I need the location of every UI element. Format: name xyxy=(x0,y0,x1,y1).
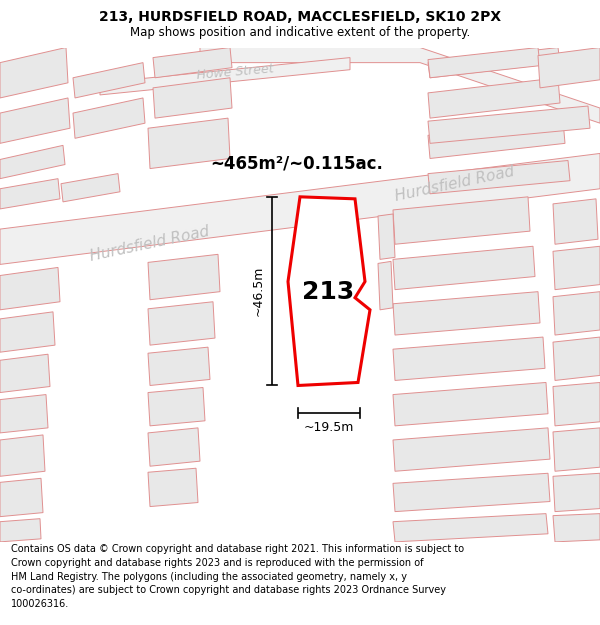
Text: Hurdsfield Road: Hurdsfield Road xyxy=(394,164,516,204)
Polygon shape xyxy=(0,179,60,209)
Polygon shape xyxy=(553,382,600,426)
Polygon shape xyxy=(148,468,198,506)
Polygon shape xyxy=(553,428,600,471)
Polygon shape xyxy=(0,146,65,179)
Text: ~46.5m: ~46.5m xyxy=(252,266,265,316)
Polygon shape xyxy=(393,246,535,289)
Text: 213: 213 xyxy=(302,279,354,304)
Polygon shape xyxy=(0,519,41,542)
Polygon shape xyxy=(393,292,540,335)
Text: Howe Street: Howe Street xyxy=(196,62,274,81)
Polygon shape xyxy=(428,48,540,78)
Polygon shape xyxy=(200,48,600,123)
Polygon shape xyxy=(393,473,550,512)
Polygon shape xyxy=(553,514,600,542)
Text: ~465m²/~0.115ac.: ~465m²/~0.115ac. xyxy=(210,154,383,173)
Polygon shape xyxy=(61,174,120,202)
Text: ~19.5m: ~19.5m xyxy=(304,421,354,434)
Polygon shape xyxy=(0,394,48,433)
Polygon shape xyxy=(288,197,370,386)
Polygon shape xyxy=(153,78,232,118)
Polygon shape xyxy=(0,478,43,517)
Polygon shape xyxy=(428,120,565,159)
Text: Hurdsfield Road: Hurdsfield Road xyxy=(89,224,211,264)
Polygon shape xyxy=(153,48,232,78)
Polygon shape xyxy=(0,312,55,352)
Polygon shape xyxy=(553,473,600,512)
Polygon shape xyxy=(393,337,545,381)
Polygon shape xyxy=(148,118,230,169)
Polygon shape xyxy=(378,214,395,259)
Polygon shape xyxy=(100,58,350,95)
Polygon shape xyxy=(538,48,600,88)
Polygon shape xyxy=(393,514,548,542)
Polygon shape xyxy=(393,197,530,244)
Text: 213, HURDSFIELD ROAD, MACCLESFIELD, SK10 2PX: 213, HURDSFIELD ROAD, MACCLESFIELD, SK10… xyxy=(99,11,501,24)
Polygon shape xyxy=(0,354,50,392)
Polygon shape xyxy=(378,261,393,310)
Polygon shape xyxy=(428,48,560,78)
Text: Map shows position and indicative extent of the property.: Map shows position and indicative extent… xyxy=(130,26,470,39)
Polygon shape xyxy=(0,48,68,98)
Polygon shape xyxy=(428,161,570,194)
Polygon shape xyxy=(428,78,560,118)
Polygon shape xyxy=(0,153,600,264)
Polygon shape xyxy=(393,428,550,471)
Polygon shape xyxy=(0,98,70,143)
Polygon shape xyxy=(553,246,600,289)
Polygon shape xyxy=(0,268,60,310)
Polygon shape xyxy=(148,428,200,466)
Polygon shape xyxy=(553,337,600,381)
Polygon shape xyxy=(148,388,205,426)
Polygon shape xyxy=(148,347,210,386)
Polygon shape xyxy=(73,62,145,98)
Polygon shape xyxy=(148,254,220,300)
Polygon shape xyxy=(393,382,548,426)
Polygon shape xyxy=(553,292,600,335)
Polygon shape xyxy=(428,106,590,143)
Text: Contains OS data © Crown copyright and database right 2021. This information is : Contains OS data © Crown copyright and d… xyxy=(11,544,464,609)
Polygon shape xyxy=(0,435,45,476)
Polygon shape xyxy=(73,98,145,138)
Polygon shape xyxy=(553,199,598,244)
Polygon shape xyxy=(148,302,215,345)
